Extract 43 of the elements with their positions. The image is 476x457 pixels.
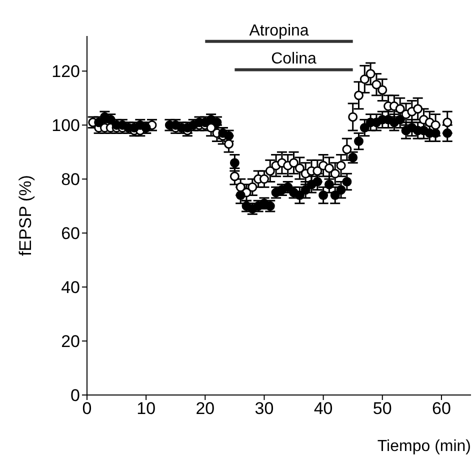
y-tick-label: 120 [52, 62, 80, 82]
point [330, 190, 340, 200]
point [336, 185, 346, 195]
point [336, 160, 346, 170]
point [360, 74, 370, 84]
point [265, 166, 275, 176]
point [366, 69, 376, 79]
point [378, 85, 388, 95]
point [259, 174, 269, 184]
annotation: Colina [271, 50, 317, 68]
point [294, 190, 304, 200]
y-tick-label: 40 [61, 278, 80, 298]
point [324, 164, 334, 174]
y-tick-label: 80 [61, 170, 80, 190]
y-tick-label: 0 [70, 386, 80, 406]
point [354, 90, 364, 100]
x-tick-label: 10 [136, 399, 156, 418]
y-tick-label: 20 [61, 332, 80, 352]
x-tick-label: 60 [432, 399, 451, 418]
point [348, 112, 358, 122]
x-tick-label: 50 [372, 399, 392, 418]
x-tick-label: 30 [254, 399, 274, 418]
y-tick-label: 100 [52, 116, 80, 136]
point [372, 80, 382, 90]
point [330, 168, 340, 178]
point [342, 144, 352, 154]
point [248, 182, 258, 192]
y-tick-label: 60 [61, 224, 80, 244]
annotation: Atropina [249, 22, 309, 40]
point [294, 164, 304, 174]
point [230, 172, 240, 182]
point [230, 158, 240, 168]
point [413, 104, 423, 114]
point [289, 158, 299, 168]
y-axis-title: fEPSP (%) [16, 175, 36, 256]
point [318, 190, 328, 200]
point [360, 123, 370, 133]
point [354, 136, 364, 146]
x-axis-title: Tiempo (min) [377, 438, 471, 455]
point [342, 177, 352, 187]
x-tick-label: 0 [82, 399, 92, 418]
x-tick-label: 20 [196, 399, 215, 418]
x-tick-label: 40 [314, 399, 333, 418]
